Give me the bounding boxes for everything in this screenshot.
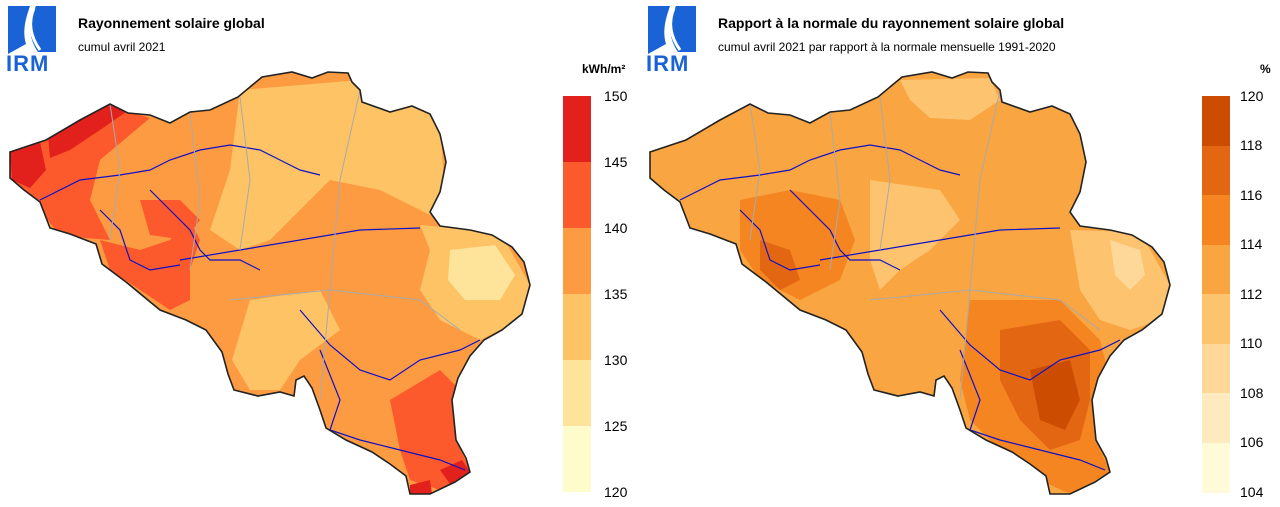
irm-logo-text: IRM (646, 51, 690, 76)
legend-label: 106 (1240, 434, 1264, 450)
legend-label: 108 (1240, 385, 1264, 401)
legend-label: 114 (1240, 236, 1263, 252)
legend-label: 145 (604, 154, 628, 170)
legend-swatch (563, 360, 591, 426)
belgium-map-radiation (9, 71, 531, 495)
color-scale-legend (563, 96, 591, 492)
legend-swatch (563, 426, 591, 492)
legend-swatch (1202, 442, 1230, 493)
legend-label: 135 (604, 286, 628, 302)
map-subtitle: cumul avril 2021 (78, 40, 166, 54)
color-scale-legend (1202, 96, 1230, 493)
legend-unit: % (1260, 62, 1271, 76)
irm-logo-icon (648, 6, 696, 54)
legend-swatch (1202, 145, 1230, 196)
legend-label: 120 (604, 484, 628, 500)
legend-swatch (1202, 195, 1230, 245)
legend-label: 104 (1240, 484, 1264, 500)
legend-swatch (563, 96, 591, 162)
legend-unit: kWh/m² (582, 62, 626, 76)
solar-radiation-panel: IRM Rayonnement solaire global cumul avr… (6, 6, 628, 500)
irm-logo-icon (8, 6, 56, 54)
legend-label: 120 (1240, 88, 1264, 104)
legend-label: 140 (604, 220, 628, 236)
map-subtitle: cumul avril 2021 par rapport à la normal… (718, 40, 1056, 54)
map-title: Rapport à la normale du rayonnement sola… (718, 15, 1065, 31)
legend-label: 150 (604, 88, 628, 104)
legend-swatch (1202, 96, 1230, 146)
belgium-map-ratio (649, 71, 1171, 495)
radiation-ratio-panel: IRM Rapport à la normale du rayonnement … (640, 0, 1280, 507)
map-title: Rayonnement solaire global (78, 15, 265, 31)
legend-label: 110 (1240, 335, 1263, 351)
legend-swatch (1202, 294, 1230, 344)
legend-label: 112 (1240, 286, 1263, 302)
legend-swatch (563, 228, 591, 294)
legend-swatch (1202, 393, 1230, 443)
legend-label: 116 (1240, 187, 1263, 203)
irm-logo-text: IRM (6, 51, 50, 76)
legend-label: 118 (1240, 137, 1263, 153)
legend-swatch (1202, 244, 1230, 295)
legend-swatch (563, 162, 591, 228)
legend-label: 130 (604, 352, 628, 368)
legend-swatch (1202, 343, 1230, 394)
legend-label: 125 (604, 418, 628, 434)
legend-swatch (563, 294, 591, 360)
